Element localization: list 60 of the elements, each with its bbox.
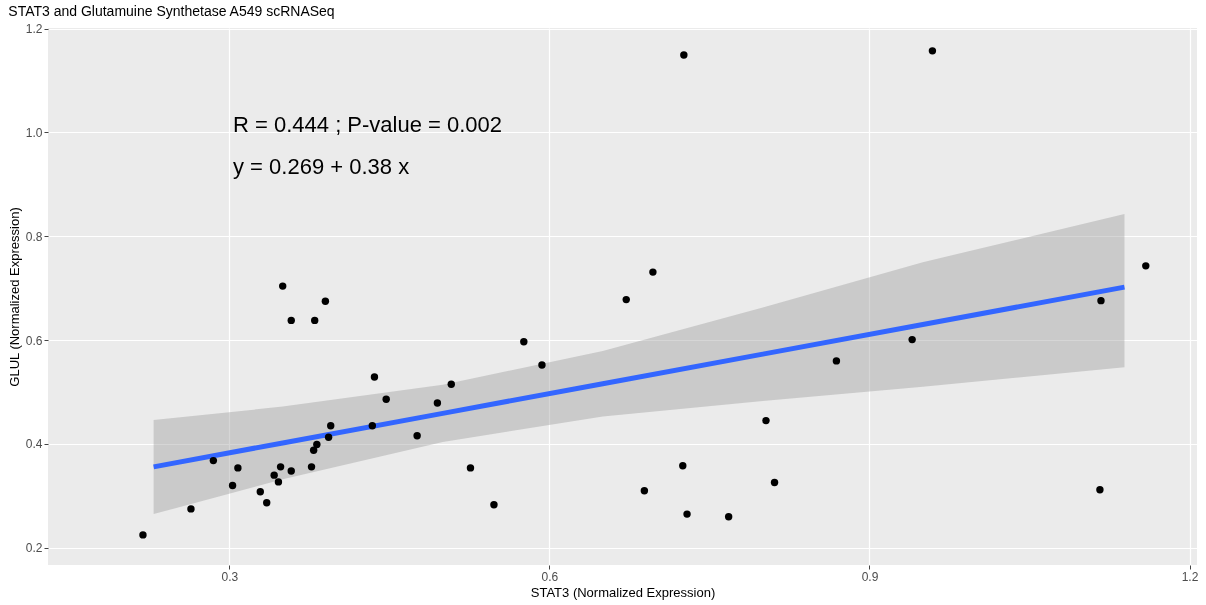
point: [1142, 262, 1150, 270]
point: [368, 422, 377, 430]
point: [311, 316, 319, 325]
point: [433, 399, 442, 407]
point: [770, 478, 779, 487]
point: [321, 297, 330, 305]
point: [263, 498, 271, 507]
y-tick-label: 0.8: [25, 229, 43, 244]
y-tick-label: 1.0: [25, 125, 43, 140]
point: [382, 395, 390, 404]
point: [928, 47, 937, 55]
point: [832, 357, 841, 365]
x-tick-label: 0.3: [221, 569, 239, 584]
point: [276, 463, 285, 471]
point: [274, 478, 283, 486]
point: [234, 464, 242, 472]
point: [327, 422, 335, 430]
point: [324, 433, 333, 441]
point: [724, 513, 733, 521]
annotation: y = 0.269 + 0.38 x: [233, 154, 410, 179]
point: [649, 268, 657, 276]
x-tick-label: 0.6: [541, 569, 559, 584]
chart-title: STAT3 and Glutamuine Synthetase A549 scRNASeq: [8, 2, 335, 19]
point: [908, 335, 916, 344]
point: [307, 463, 316, 471]
point: [287, 467, 295, 475]
point: [287, 316, 295, 325]
point: [1096, 485, 1104, 494]
point: [187, 505, 195, 513]
y-tick-label: 0.4: [25, 437, 43, 452]
point: [309, 446, 318, 454]
annotation: R = 0.444 ; P-value = 0.002: [233, 112, 503, 137]
y-tick-label: 1.2: [25, 22, 43, 37]
point: [683, 510, 691, 518]
point: [447, 380, 455, 388]
point: [520, 337, 528, 346]
y-tick-label: 0.6: [25, 333, 43, 348]
x-axis-title: STAT3 (Normalized Expression): [530, 584, 716, 600]
point: [466, 464, 475, 472]
point: [256, 488, 265, 496]
y-tick-label: 0.2: [25, 541, 43, 556]
point: [209, 456, 218, 465]
x-tick-label: 0.9: [861, 569, 879, 584]
point: [640, 487, 649, 495]
point: [413, 431, 421, 440]
point: [680, 51, 688, 59]
point: [139, 531, 147, 539]
point: [313, 440, 321, 449]
y-axis-title: GLUL (Normalized Expression): [6, 207, 22, 387]
point: [538, 361, 546, 369]
point: [228, 481, 237, 490]
point: [1097, 296, 1105, 305]
point: [762, 416, 770, 425]
point: [270, 471, 278, 479]
point: [679, 462, 687, 470]
point: [279, 282, 287, 290]
point: [370, 373, 379, 381]
point: [490, 501, 498, 509]
x-tick-label: 1.2: [1181, 569, 1199, 584]
point: [622, 295, 630, 304]
